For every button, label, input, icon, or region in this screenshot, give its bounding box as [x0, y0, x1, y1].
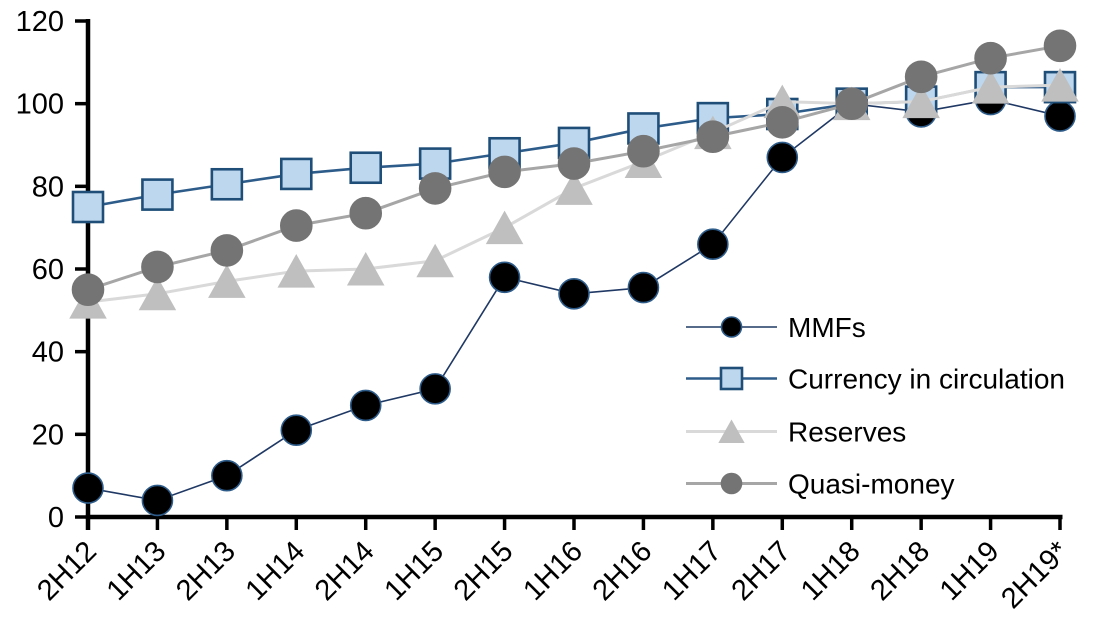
- data-point-marker: [416, 243, 454, 278]
- data-point-marker: [719, 366, 744, 391]
- legend-item: Quasi-money: [686, 469, 955, 500]
- series-quasi-money: [71, 29, 1077, 306]
- data-point-marker: [138, 276, 177, 311]
- data-point-marker: [1043, 29, 1077, 63]
- data-point-marker: [720, 316, 743, 338]
- data-point-marker: [72, 472, 104, 504]
- data-point-marker: [718, 419, 745, 443]
- data-point-marker: [627, 134, 660, 168]
- legend-label: Currency in circulation: [788, 364, 1065, 395]
- y-axis-tick-label: 20: [32, 419, 64, 451]
- data-point-marker: [720, 472, 743, 495]
- data-point-marker: [418, 172, 452, 205]
- legend-label: MMFs: [788, 312, 866, 343]
- data-point-marker: [141, 178, 174, 211]
- x-axis-tick-label: 2H12: [31, 535, 103, 607]
- legend-label: Reserves: [788, 417, 906, 448]
- data-point-marker: [349, 196, 383, 230]
- legend-item: Reserves: [686, 417, 906, 448]
- data-point-marker: [346, 251, 385, 286]
- data-point-marker: [485, 210, 524, 245]
- x-axis-tick-label: 2H13: [170, 535, 242, 607]
- data-point-marker: [71, 190, 105, 224]
- data-point-marker: [210, 167, 244, 201]
- y-axis-tick-label: 40: [32, 337, 64, 369]
- data-point-marker: [141, 250, 174, 284]
- x-axis-tick-label: 1H18: [795, 535, 867, 607]
- data-point-marker: [71, 273, 105, 306]
- data-point-marker: [277, 254, 316, 288]
- data-point-marker: [349, 389, 382, 422]
- data-point-marker: [141, 484, 174, 517]
- legend-label: Quasi-money: [788, 469, 955, 500]
- x-axis-tick-label: 1H14: [240, 535, 312, 607]
- x-axis-tick-label: 1H19: [934, 535, 1006, 607]
- data-point-marker: [558, 277, 590, 310]
- y-axis-tick-label: 100: [16, 89, 64, 121]
- data-point-marker: [974, 41, 1007, 75]
- x-axis-tick-label: 2H15: [448, 535, 520, 607]
- data-point-marker: [904, 60, 938, 94]
- x-axis-tick-label: 2H19*: [995, 535, 1075, 615]
- data-point-marker: [349, 151, 383, 185]
- data-point-marker: [488, 155, 521, 189]
- legend-item: Currency in circulation: [686, 364, 1065, 395]
- data-point-marker: [557, 147, 591, 180]
- data-point-marker: [555, 171, 593, 205]
- data-point-marker: [627, 271, 660, 304]
- x-axis-tick-label: 2H16: [587, 535, 659, 607]
- x-axis-tick-label: 1H15: [378, 535, 450, 607]
- data-point-marker: [1041, 68, 1079, 102]
- data-point-marker: [765, 105, 799, 139]
- x-axis-tick-label: 1H13: [101, 535, 173, 607]
- y-axis-tick-label: 120: [16, 6, 64, 38]
- y-axis-tick-label: 0: [48, 502, 64, 534]
- x-axis-tick-label: 2H18: [864, 535, 936, 607]
- data-point-marker: [210, 234, 244, 267]
- data-point-marker: [902, 84, 940, 119]
- data-point-marker: [1044, 100, 1076, 132]
- data-point-marker: [211, 459, 243, 492]
- data-point-marker: [697, 228, 729, 260]
- y-axis-tick-label: 80: [32, 171, 64, 203]
- data-point-marker: [696, 120, 730, 154]
- data-point-marker: [208, 264, 246, 298]
- data-point-marker: [488, 261, 521, 294]
- x-axis-tick-label: 1H17: [656, 535, 728, 607]
- x-axis-tick-label: 1H16: [517, 535, 589, 607]
- data-point-marker: [279, 157, 313, 191]
- legend-item: MMFs: [686, 312, 866, 343]
- data-point-marker: [766, 141, 799, 174]
- x-axis-tick-label: 2H17: [726, 535, 798, 607]
- data-point-marker: [279, 209, 313, 242]
- x-axis-tick-label: 2H14: [309, 535, 381, 607]
- data-point-marker: [971, 70, 1010, 104]
- data-point-marker: [835, 87, 869, 120]
- legend: MMFs Currency in circulation Reserves Quasi…: [686, 312, 1065, 500]
- data-point-marker: [280, 414, 313, 447]
- y-axis-tick-label: 60: [32, 254, 64, 286]
- data-point-marker: [419, 373, 451, 405]
